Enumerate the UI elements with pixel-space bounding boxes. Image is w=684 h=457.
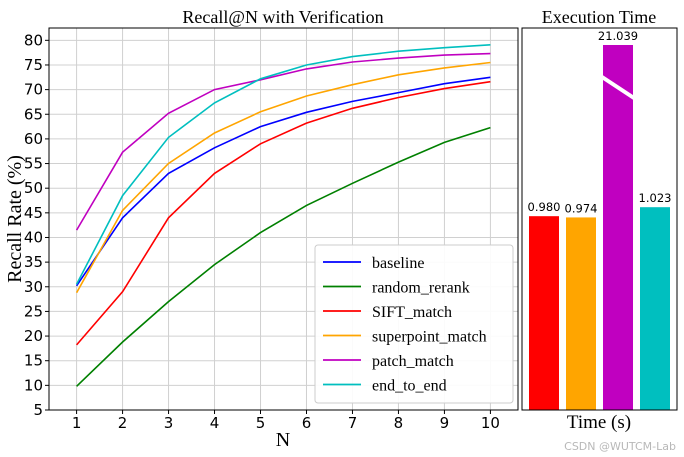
legend-label: SIFT_match (372, 304, 452, 321)
legend: baseline random_rerank SIFT_match superpoin… (314, 244, 514, 404)
y-tick-label: 45 (24, 204, 43, 222)
series-line-superpoint-match (75, 61, 491, 294)
x-tick-label: 7 (348, 414, 358, 432)
bar-1.023 (640, 207, 670, 410)
bar-value-label: 0.980 (528, 200, 561, 214)
bar-value-label: 0.974 (565, 201, 598, 215)
y-tick-label: 25 (24, 302, 43, 320)
series-line-patch-match (75, 52, 491, 231)
bar-0.974 (566, 217, 596, 410)
y-tick-label: 10 (24, 376, 43, 394)
y-tick-label: 60 (24, 130, 43, 148)
x-tick-label: 4 (210, 414, 220, 432)
y-tick-label: 20 (24, 327, 43, 345)
legend-label: random_rerank (372, 280, 470, 297)
x-tick-label: 9 (440, 414, 450, 432)
series-line-baseline (75, 76, 491, 287)
x-tick-label: 3 (164, 414, 174, 432)
bar-chart-xlabel: Time (s) (567, 412, 631, 433)
legend-label: baseline (372, 255, 424, 272)
y-tick-label: 35 (24, 253, 43, 271)
series-line-end-to-end (75, 44, 491, 285)
x-tick-label: 8 (394, 414, 404, 432)
y-tick-label: 5 (33, 401, 43, 419)
y-tick-label: 30 (24, 278, 43, 296)
y-tick-label: 65 (24, 105, 43, 123)
y-tick-label: 50 (24, 179, 43, 197)
bar-chart-bars: 0.980 0.974 21.039 1.023 (528, 29, 672, 410)
line-chart-series (75, 44, 491, 387)
watermark: CSDN @WUTCM-Lab (564, 440, 676, 453)
y-axis-label: Recall Rate (%) (4, 155, 26, 283)
bar-chart-title: Execution Time (542, 7, 657, 27)
axis-break-mark (597, 73, 639, 102)
line-chart-frame (48, 27, 519, 411)
series-line-SIFT-match (75, 80, 491, 346)
bar-chart-frame (521, 27, 678, 411)
x-tick-label: 6 (302, 414, 312, 432)
legend-label: end_to_end (372, 378, 447, 395)
bar-value-label: 1.023 (639, 191, 672, 205)
execution-time-bar-chart: Execution Time 0.980 0.974 21.039 1.023 Tim… (521, 7, 678, 433)
legend-box (314, 244, 514, 404)
legend-label: patch_match (372, 353, 454, 370)
y-tick-label: 70 (24, 81, 43, 99)
x-tick-label: 5 (256, 414, 266, 432)
y-axis-ticks: 5 10 15 20 25 30 35 40 45 50 55 60 65 70 75 80 (24, 31, 49, 419)
bar-21.039 (603, 45, 633, 410)
x-tick-label: 10 (481, 414, 500, 432)
y-tick-label: 15 (24, 352, 43, 370)
bar-0.980 (529, 216, 559, 410)
x-tick-label: 2 (118, 414, 128, 432)
series-line-random-rerank (76, 126, 491, 387)
y-tick-label: 55 (24, 155, 43, 173)
x-axis-label: N (276, 429, 290, 451)
x-tick-label: 1 (72, 414, 82, 432)
line-chart-title: Recall@N with Verification (182, 7, 383, 27)
bar-value-label: 21.039 (598, 29, 638, 43)
y-tick-label: 40 (24, 228, 43, 246)
y-tick-label: 75 (24, 56, 43, 74)
recall-line-chart: Recall@N with Verification 1 2 3 4 5 6 7 8 9 10 5… (4, 7, 519, 451)
legend-label: superpoint_match (372, 329, 487, 346)
x-axis-ticks: 1 2 3 4 5 6 7 8 9 10 (72, 410, 500, 432)
y-tick-label: 80 (24, 31, 43, 49)
